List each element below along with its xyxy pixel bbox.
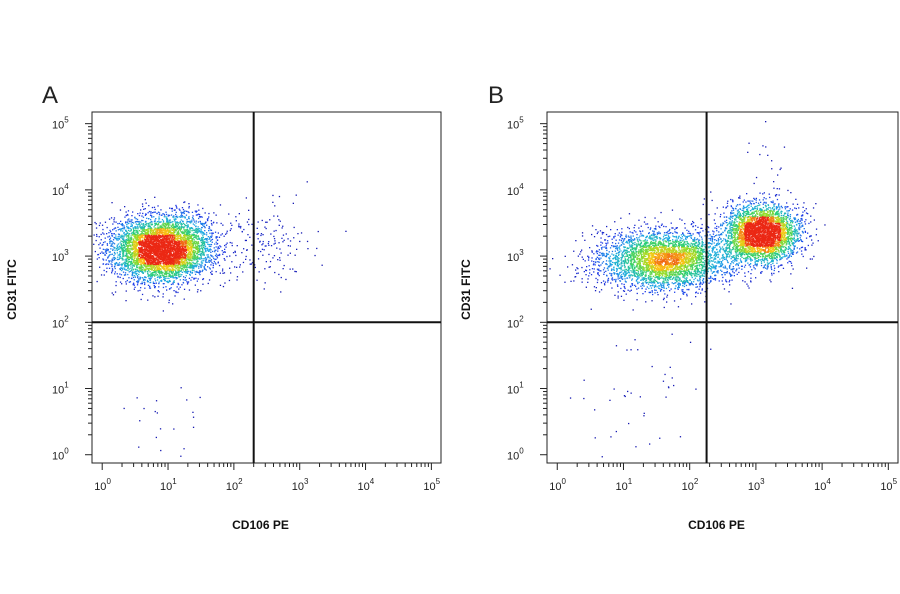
y-axis: 100 101 102 103 104 105 bbox=[52, 116, 92, 463]
quadrant-gate bbox=[92, 112, 441, 463]
x-tick-label: 105 bbox=[880, 477, 897, 493]
y-tick-label: 102 bbox=[52, 314, 69, 330]
y-tick-label: 105 bbox=[52, 116, 69, 132]
panel-label: A bbox=[42, 82, 58, 109]
x-tick-label: 101 bbox=[160, 477, 177, 493]
y-tick-label: 103 bbox=[507, 248, 524, 264]
x-tick-label: 102 bbox=[226, 477, 243, 493]
x-tick-label: 103 bbox=[748, 477, 765, 493]
y-tick-label: 103 bbox=[52, 248, 69, 264]
x-axis-title: CD106 PE bbox=[232, 518, 289, 532]
x-tick-label: 104 bbox=[358, 477, 375, 493]
plot-frame bbox=[91, 111, 442, 464]
y-tick-label: 101 bbox=[507, 381, 524, 397]
y-axis-title: CD31 FITC bbox=[5, 259, 19, 320]
y-axis: 100 101 102 103 104 105 bbox=[507, 116, 547, 463]
x-tick-label: 103 bbox=[292, 477, 309, 493]
plot-frame bbox=[546, 111, 899, 464]
panel-a: A 100 101 102 103 104 105 100 101 102 103 104 105 CD1… bbox=[5, 82, 442, 532]
x-tick-label: 100 bbox=[549, 477, 566, 493]
x-axis: 100 101 102 103 104 105 bbox=[94, 463, 441, 493]
panel-b: B 100 101 102 103 104 105 100 101 102 103 104 105 CD1… bbox=[459, 82, 899, 532]
x-axis-title: CD106 PE bbox=[688, 518, 745, 532]
y-tick-label: 100 bbox=[52, 447, 69, 463]
y-tick-label: 105 bbox=[507, 116, 524, 132]
y-tick-label: 101 bbox=[52, 381, 69, 397]
y-tick-label: 104 bbox=[507, 182, 524, 198]
y-tick-label: 104 bbox=[52, 182, 69, 198]
x-tick-label: 101 bbox=[615, 477, 632, 493]
y-tick-label: 102 bbox=[507, 314, 524, 330]
event-cloud bbox=[549, 121, 826, 458]
x-tick-label: 104 bbox=[814, 477, 831, 493]
panel-label: B bbox=[488, 82, 504, 109]
x-axis: 100 101 102 103 104 105 bbox=[549, 463, 898, 493]
x-tick-label: 105 bbox=[423, 477, 440, 493]
x-tick-label: 100 bbox=[94, 477, 111, 493]
quadrant-gate bbox=[547, 112, 898, 463]
x-tick-label: 102 bbox=[682, 477, 699, 493]
panels: A 100 101 102 103 104 105 100 101 102 103 104 105 CD1… bbox=[5, 82, 899, 532]
y-tick-label: 100 bbox=[507, 447, 524, 463]
y-axis-title: CD31 FITC bbox=[459, 259, 473, 320]
